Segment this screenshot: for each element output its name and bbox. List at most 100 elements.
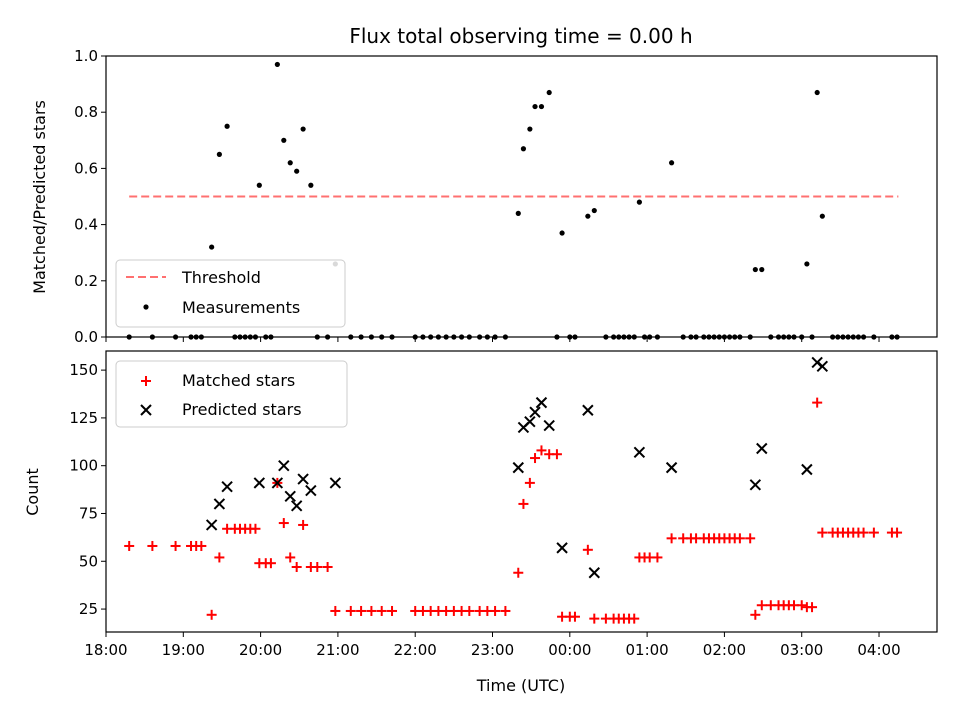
- matched-star-point: [582, 544, 593, 555]
- predicted-star-point: [588, 567, 601, 579]
- measurement-point: [538, 103, 545, 110]
- predicted-star-point: [278, 459, 290, 472]
- top-panel: 0.0 0.2 0.4 0.6 0.8 1.0 Matched/Predicted sta…: [30, 47, 938, 346]
- matched-star-point: [500, 605, 511, 616]
- chart-title: Flux total observing time = 0.00 h: [349, 24, 692, 48]
- legend-matched-label: Matched stars: [182, 371, 295, 390]
- matched-star-point: [356, 605, 367, 616]
- legend-predicted-label: Predicted stars: [182, 400, 302, 419]
- matched-star-point: [278, 518, 289, 529]
- measurement-point: [224, 123, 230, 129]
- matched-star-point: [734, 533, 745, 544]
- y-tick-label: 1.0: [74, 47, 98, 65]
- x-tick-label: 20:00: [239, 641, 282, 659]
- matched-star-point: [892, 527, 903, 538]
- measurement-point: [300, 126, 306, 132]
- matched-star-point: [291, 562, 302, 573]
- predicted-star-point: [801, 463, 813, 476]
- predicted-star-point: [582, 404, 594, 416]
- matched-star-point: [124, 540, 135, 551]
- matched-star-point: [796, 600, 807, 611]
- y-tick-label: 0.6: [74, 159, 98, 177]
- bottom-legend: Matched stars Predicted stars: [115, 360, 348, 428]
- legend-predicted-swatch: [140, 404, 152, 416]
- measurement-point: [308, 182, 314, 188]
- measurement-point: [591, 207, 597, 214]
- legend-measurements-label: Measurements: [182, 298, 300, 317]
- predicted-star-point: [512, 461, 524, 474]
- matched-star-point: [518, 498, 529, 509]
- matched-star-point: [464, 605, 475, 616]
- x-tick-label: 22:00: [394, 641, 437, 659]
- predicted-star-point: [756, 442, 768, 455]
- measurement-point: [281, 137, 287, 143]
- y-tick-label: 25: [79, 600, 98, 618]
- matched-star-point: [666, 533, 677, 544]
- measurement-point: [585, 213, 591, 219]
- matched-star-point: [524, 477, 535, 488]
- predicted-star-point: [535, 396, 548, 409]
- predicted-star-point: [297, 473, 309, 485]
- measurement-point: [209, 244, 215, 250]
- predicted-star-point: [749, 479, 762, 491]
- matched-star-point: [170, 540, 181, 551]
- measurement-point: [636, 199, 642, 205]
- matched-star-point: [206, 609, 217, 620]
- top-y-axis: 0.0 0.2 0.4 0.6 0.8 1.0: [74, 47, 106, 346]
- predicted-star-point: [524, 416, 536, 428]
- y-tick-label: 150: [69, 361, 98, 379]
- top-legend-box: [115, 259, 346, 328]
- matched-star-point: [366, 605, 377, 616]
- matched-star-point: [490, 605, 501, 616]
- matched-star-point: [530, 453, 541, 464]
- measurement-point: [532, 103, 538, 110]
- matched-star-point: [345, 605, 356, 616]
- x-axis-label: Time (UTC): [476, 676, 565, 695]
- measurement-point: [294, 168, 300, 174]
- predicted-star-point: [543, 419, 555, 432]
- matched-star-point: [147, 540, 158, 551]
- predicted-star-point: [290, 500, 303, 512]
- x-tick-label: 02:00: [703, 641, 746, 659]
- matched-star-point: [250, 523, 261, 534]
- measurement-point: [804, 261, 810, 267]
- predicted-star-point: [633, 446, 646, 459]
- matched-star-point: [196, 540, 207, 551]
- measurement-point: [819, 213, 825, 219]
- matched-star-point: [812, 397, 823, 408]
- matched-star-point: [387, 605, 398, 616]
- matched-star-point: [330, 605, 341, 616]
- x-tick-label: 03:00: [780, 641, 823, 659]
- predicted-star-point: [221, 481, 233, 493]
- matched-star-point: [312, 562, 323, 573]
- matched-star-point: [858, 527, 869, 538]
- x-tick-label: 01:00: [625, 641, 668, 659]
- y-tick-label: 0.4: [74, 216, 98, 234]
- matched-star-point: [298, 519, 309, 530]
- predicted-star-point: [329, 477, 342, 489]
- matched-star-point: [513, 567, 524, 578]
- matched-star-point: [265, 558, 276, 569]
- measurement-point: [256, 182, 262, 188]
- predicted-star-point: [205, 519, 218, 531]
- y-tick-label: 0.8: [74, 103, 98, 121]
- y-tick-label: 75: [79, 504, 98, 522]
- bottom-plot-area: [124, 356, 903, 624]
- measurement-point: [546, 89, 552, 96]
- bottom-legend-box: [115, 360, 348, 428]
- matched-star-point: [652, 552, 663, 563]
- legend-measurements-swatch: [143, 304, 149, 310]
- matched-star-point: [750, 609, 761, 620]
- matched-star-point: [536, 445, 547, 456]
- measurement-point: [814, 89, 820, 96]
- predicted-star-point: [529, 406, 541, 418]
- measurement-point: [287, 160, 293, 166]
- top-legend: Threshold Measurements: [115, 259, 346, 328]
- predicted-star-point: [271, 477, 284, 489]
- x-tick-label: 04:00: [857, 641, 900, 659]
- predicted-star-point: [816, 360, 829, 372]
- y-tick-label: 0.0: [74, 328, 98, 346]
- predicted-star-point: [284, 490, 296, 502]
- x-tick-label: 23:00: [471, 641, 514, 659]
- measurement-point: [759, 266, 765, 273]
